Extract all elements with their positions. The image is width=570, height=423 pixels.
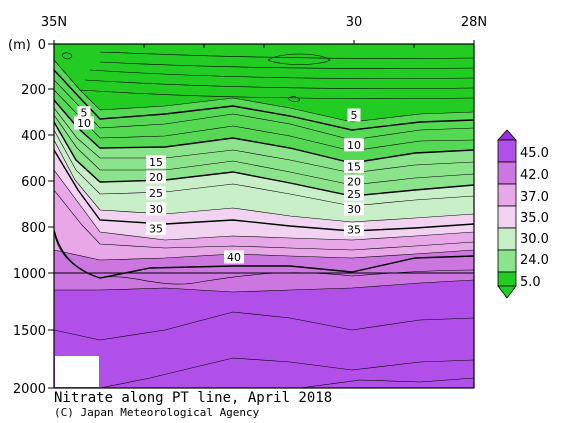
colorbar-label-24: 24.0 <box>520 253 549 268</box>
y-tick-label-800: 800 <box>21 221 46 236</box>
colorbar-label-37: 37.0 <box>520 190 549 205</box>
colorbar-label-30: 30.0 <box>520 232 549 247</box>
colorbar-label-42: 42.0 <box>520 168 549 183</box>
y-tick-label-400: 400 <box>21 129 46 144</box>
colorbar-label-35: 35.0 <box>520 211 549 226</box>
contour-label-10: 10 <box>347 139 361 152</box>
x-tick-label-35N: 35N <box>41 15 67 30</box>
x-tick-label-28N: 28N <box>461 15 487 30</box>
contour-label-30: 30 <box>149 203 163 216</box>
y-tick-label-600: 600 <box>21 175 46 190</box>
contour-label-bg-0 <box>77 106 91 120</box>
contour-label-bg-8 <box>347 108 361 122</box>
colorbar-top-arrow <box>497 129 517 141</box>
band-low <box>54 44 474 122</box>
no-data-box <box>55 356 99 387</box>
colorbar-seg-5 <box>497 271 517 287</box>
plot-area <box>54 44 474 388</box>
colorbar-seg-35 <box>497 205 517 229</box>
colorbar-label-45: 45.0 <box>520 146 549 161</box>
credit-text: (C) Japan Meteorological Agency <box>54 406 260 419</box>
contour-label-bg-3 <box>146 170 166 184</box>
colorbar-seg-30 <box>497 227 517 251</box>
contour-label-5: 5 <box>81 107 88 120</box>
contour-label-35: 35 <box>149 222 163 235</box>
colorbar-seg-42 <box>497 161 517 185</box>
contour-label-35: 35 <box>347 223 361 236</box>
contour-label-bg-2 <box>146 155 166 169</box>
y-tick-label-2000: 2000 <box>13 382 46 397</box>
contour-label-bg-10 <box>344 160 364 174</box>
y-tick-label-0: 0 <box>38 38 46 53</box>
colorbar-bottom-arrow <box>497 285 517 299</box>
contour-label-15: 15 <box>149 156 163 169</box>
x-tick-label-30: 30 <box>346 15 363 30</box>
contour-label-bg-6 <box>146 221 166 235</box>
contour-label-bg-9 <box>344 138 364 152</box>
y-tick-label-200: 200 <box>21 83 46 98</box>
colorbar-seg-24 <box>497 249 517 273</box>
contour-label-bg-5 <box>146 202 166 216</box>
contour-label-20: 20 <box>347 175 361 188</box>
contour-label-25: 25 <box>347 188 361 201</box>
contour-label-bg-14 <box>344 222 364 236</box>
chart-title: Nitrate along PT line, April 2018 <box>54 390 333 406</box>
y-axis-left: (m) 0 200 400 600 800 1000 1500 2000 <box>8 38 54 397</box>
colorbar-seg-37 <box>497 183 517 207</box>
contour-label-bg-13 <box>344 202 364 216</box>
contour-label-bg-12 <box>344 187 364 201</box>
y-axis-unit: (m) <box>8 38 31 53</box>
contour-label-5: 5 <box>351 109 358 122</box>
y-tick-label-1500: 1500 <box>13 324 46 339</box>
colorbar-seg-45 <box>497 139 517 163</box>
contour-label-bg-4 <box>146 186 166 200</box>
contour-label-20: 20 <box>149 171 163 184</box>
contour-label-bg-1 <box>74 116 94 130</box>
contour-label-bg-7 <box>224 250 244 264</box>
contour-label-bg-11 <box>344 174 364 188</box>
contour-label-25: 25 <box>149 187 163 200</box>
colorbar-label-5: 5.0 <box>520 275 541 290</box>
contour-label-40: 40 <box>227 251 241 264</box>
contour-label-15: 15 <box>347 161 361 174</box>
contour-label-30: 30 <box>347 203 361 216</box>
x-axis-top: 35N 30 28N <box>41 15 487 48</box>
y-tick-label-1000: 1000 <box>13 267 46 282</box>
contour-label-10: 10 <box>77 117 91 130</box>
colorbar: 45.0 42.0 37.0 35.0 30.0 24.0 5.0 <box>497 129 549 299</box>
